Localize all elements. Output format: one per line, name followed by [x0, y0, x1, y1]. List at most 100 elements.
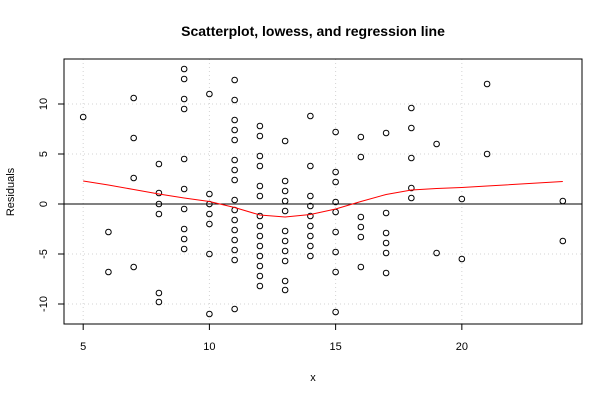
data-point-96 [382, 209, 390, 217]
data-point-85 [332, 228, 339, 236]
data-point-80 [332, 128, 339, 136]
data-point-55 [256, 242, 264, 250]
data-point-60 [281, 137, 289, 145]
data-point-58 [256, 272, 264, 280]
data-point-53 [256, 222, 264, 230]
data-point-62 [281, 187, 289, 195]
data-point-99 [382, 249, 390, 257]
y-tick-label-4: 10 [38, 98, 50, 110]
data-point-23 [206, 90, 213, 98]
y-tick-label-2: 0 [38, 201, 50, 207]
data-point-59 [256, 282, 264, 290]
data-point-108 [458, 195, 466, 203]
grid [64, 59, 582, 324]
data-point-106 [433, 140, 440, 148]
data-point-77 [307, 232, 314, 240]
data-point-110 [483, 80, 491, 88]
data-point-107 [433, 249, 440, 257]
data-point-3 [130, 94, 137, 102]
data-point-2 [105, 268, 112, 276]
data-point-38 [231, 196, 238, 204]
scatter-points [79, 65, 567, 318]
y-tick-label-0: -10 [38, 296, 50, 312]
data-point-61 [281, 177, 289, 185]
data-point-87 [332, 268, 339, 276]
data-point-47 [256, 132, 264, 140]
data-point-18 [180, 185, 188, 193]
lowess-line [83, 180, 563, 218]
data-point-67 [281, 247, 289, 255]
x-axis-label: x [310, 372, 316, 384]
data-point-20 [180, 225, 188, 233]
data-point-10 [155, 210, 163, 218]
data-point-100 [382, 269, 390, 277]
data-point-95 [382, 129, 390, 137]
x-tick-label-0: 5 [80, 341, 86, 353]
chart-title: Scatterplot, lowess, and regression line [181, 23, 445, 39]
data-point-112 [559, 197, 567, 205]
y-axis-label: Residuals [5, 167, 17, 216]
x-tick-label-1: 10 [203, 341, 215, 353]
data-point-102 [408, 124, 415, 132]
data-point-98 [382, 239, 390, 247]
data-point-111 [483, 150, 491, 158]
data-point-22 [180, 245, 188, 253]
data-point-40 [231, 216, 238, 224]
data-point-89 [357, 133, 365, 141]
data-point-54 [256, 232, 264, 240]
data-point-64 [281, 207, 289, 215]
data-point-13 [180, 65, 188, 73]
data-point-78 [307, 242, 314, 250]
x-tick-label-2: 15 [329, 341, 341, 353]
fit-lines [64, 180, 582, 218]
data-point-14 [180, 75, 188, 83]
data-point-93 [357, 233, 365, 241]
data-point-74 [307, 202, 314, 210]
data-point-79 [307, 252, 314, 260]
data-point-94 [357, 263, 365, 271]
data-point-16 [180, 105, 188, 113]
data-point-24 [206, 190, 213, 198]
x-axis: 5 10 15 20 [80, 323, 468, 353]
data-point-17 [180, 155, 188, 163]
data-point-21 [180, 235, 188, 243]
data-point-46 [256, 122, 264, 130]
data-point-36 [231, 166, 238, 174]
data-point-70 [281, 286, 289, 294]
data-point-109 [458, 255, 466, 263]
data-point-82 [332, 178, 339, 186]
data-point-48 [256, 152, 264, 160]
data-point-19 [180, 205, 188, 213]
data-point-103 [408, 154, 415, 162]
data-point-71 [307, 112, 314, 120]
data-point-101 [408, 104, 415, 112]
data-point-66 [281, 237, 289, 245]
data-point-68 [281, 257, 289, 265]
data-point-65 [281, 227, 289, 235]
data-point-12 [155, 298, 163, 306]
data-point-35 [231, 156, 238, 164]
data-point-1 [105, 228, 112, 236]
data-point-63 [281, 197, 289, 205]
data-point-91 [357, 213, 365, 221]
data-point-32 [231, 116, 238, 124]
data-point-113 [559, 237, 567, 245]
data-point-8 [155, 189, 163, 197]
data-point-15 [180, 95, 188, 103]
data-point-28 [206, 250, 213, 258]
data-point-11 [155, 289, 163, 297]
data-point-50 [256, 182, 264, 190]
data-point-52 [256, 212, 264, 220]
data-point-73 [307, 192, 314, 200]
data-point-97 [382, 229, 390, 237]
data-point-45 [231, 305, 238, 313]
data-point-69 [281, 277, 289, 285]
y-tick-label-1: -5 [38, 249, 50, 259]
data-point-86 [332, 248, 339, 256]
data-point-88 [332, 308, 339, 316]
data-point-41 [231, 226, 238, 234]
data-point-37 [231, 176, 238, 184]
data-point-105 [408, 194, 415, 202]
y-axis: -10 -5 0 5 10 [38, 98, 65, 312]
